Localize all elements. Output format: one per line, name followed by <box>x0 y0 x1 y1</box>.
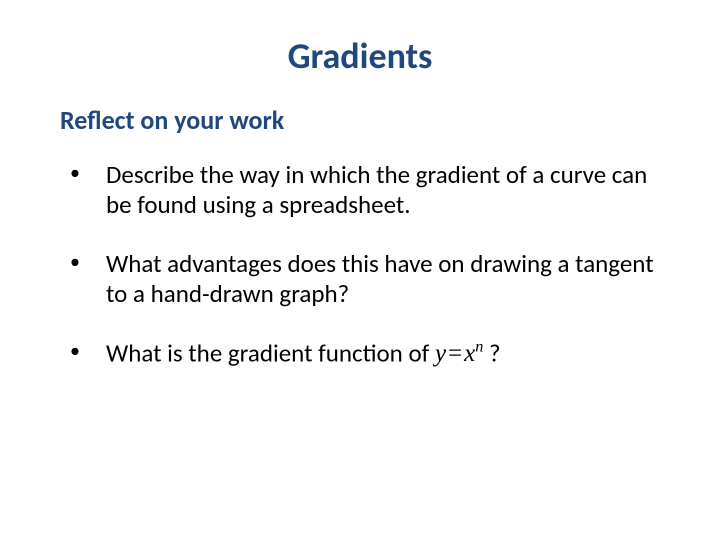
bullet-text-before: What is the gradient function of <box>106 337 435 368</box>
bullet-text: Describe the way in which the gradient o… <box>106 159 647 220</box>
equation: y=xn <box>435 340 483 367</box>
slide-subtitle: Reflect on your work <box>60 104 660 136</box>
bullet-list: Describe the way in which the gradient o… <box>60 160 660 369</box>
list-item: Describe the way in which the gradient o… <box>60 160 660 219</box>
bullet-text: What advantages does this have on drawin… <box>106 248 654 309</box>
list-item: What advantages does this have on drawin… <box>60 249 660 308</box>
equation-lhs: y <box>435 340 446 367</box>
list-item: What is the gradient function of y=xn ? <box>60 338 660 369</box>
slide-title: Gradients <box>60 30 660 78</box>
equation-op: = <box>446 340 464 367</box>
bullet-text-after: ? <box>483 337 500 368</box>
equation-rhs-base: x <box>464 340 475 367</box>
slide: Gradients Reflect on your work Describe … <box>0 0 720 540</box>
